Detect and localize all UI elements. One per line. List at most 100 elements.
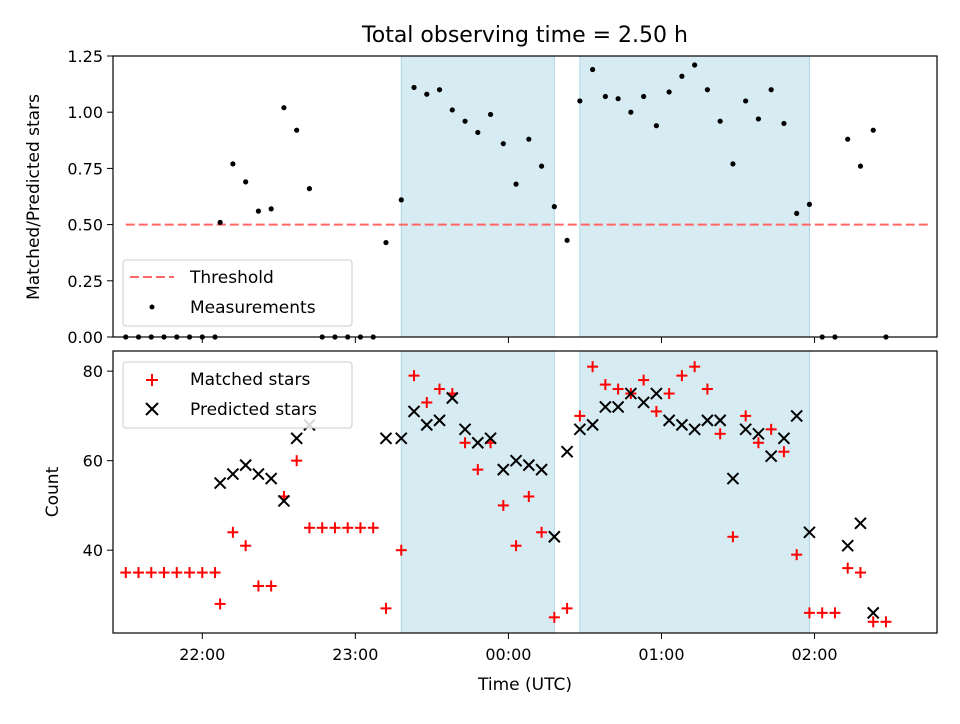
measurement-point [230,161,236,167]
matched-star-point [472,464,484,476]
measurement-point [717,118,723,124]
measurement-point [217,219,223,225]
predicted-star-point [252,467,265,481]
measurement-point [743,98,749,104]
top-legend: Threshold Measurements [122,259,353,327]
matched-star-point [240,540,252,552]
matched-star-point [133,567,145,579]
predicted-star-point [379,432,393,445]
matched-star-point [408,370,420,382]
predicted-star-point [611,400,625,414]
measurement-point [794,210,800,216]
matched-star-point [171,567,183,579]
bottom-y-tick-label: 60 [83,452,103,471]
top-y-tick-label: 0.50 [67,216,103,235]
matched-star-point [714,428,726,440]
matched-star-point [752,437,764,449]
measurement-point [411,84,417,91]
predicted-star-point [560,445,574,458]
measurement-point [602,93,608,100]
top-y-tick-label: 1.25 [67,47,103,66]
legend-predicted-label: Predicted stars [190,400,317,420]
predicted-star-point [650,387,663,400]
measurement-point [755,116,762,122]
predicted-star-point [701,414,714,427]
matched-star-point [367,522,379,534]
x-tick-label: 23:00 [332,645,378,664]
measurement-point [243,179,249,185]
measurement-point [666,89,672,95]
measurement-point [628,109,634,115]
matched-star-point [574,410,586,422]
matched-star-point [599,379,611,391]
matched-star-point [395,544,407,556]
matched-star-point [765,423,777,435]
matched-star-point [740,410,752,422]
x-tick-label: 01:00 [638,645,684,664]
measurement-point [806,201,813,207]
legend-measurements-swatch [149,304,155,310]
measurement-point [538,163,545,169]
matched-star-point [434,383,446,395]
measurement-point [500,141,506,147]
measurement-point [615,96,621,102]
measurement-point [641,93,647,100]
matched-star-point [816,607,828,619]
predicted-star-point [407,405,421,418]
matched-star-point [536,526,548,538]
matched-star-point [342,522,354,534]
legend-matched-label: Matched stars [190,370,310,390]
predicted-star-point [854,517,867,530]
predicted-star-point [713,414,727,427]
predicted-star-point [637,396,650,409]
bottom-y-tick-label: 80 [83,362,103,381]
measurement-point [436,87,443,93]
measurement-point [551,204,557,210]
bottom-y-axis-label: Count [43,466,63,517]
matched-star-point [829,607,841,619]
measurement-point [306,186,313,192]
top-panel: 0.00 0.25 0.50 0.75 1.00 1.25 Matched/Predict… [24,47,938,347]
predicted-star-point [484,432,497,445]
matched-star-point [380,602,392,614]
predicted-star-point [395,432,408,445]
predicted-star-point [752,427,765,441]
legend-measurements-label: Measurements [190,298,316,318]
measurement-point [281,105,287,111]
predicted-star-point [586,418,599,432]
measurement-point [653,123,659,129]
predicted-star-point [675,418,689,432]
legend-matched-swatch [146,374,158,386]
legend-threshold-label: Threshold [189,268,274,288]
matched-star-point [120,567,132,579]
x-axis-label: Time (UTC) [477,675,572,695]
predicted-star-point [548,530,561,543]
matched-star-point [158,567,170,579]
measurement-point [526,136,532,142]
matched-star-point [727,531,739,543]
measurement-point [487,111,494,118]
top-y-tick-label: 1.00 [67,103,103,122]
top-plot-frame [112,55,938,338]
predicted-star-point [777,432,791,445]
matched-star-point [548,611,560,623]
measurement-point [255,208,262,214]
matched-star-point [316,522,328,534]
measurement-point [730,161,736,167]
matched-star-point [638,374,650,386]
measurement-point [398,197,404,203]
measurement-point [475,129,481,136]
matched-star-point [145,567,157,579]
matched-star-point [196,567,208,579]
top-observing-span [400,55,555,338]
bot-observing-span [400,350,555,634]
matched-star-point [612,383,624,395]
bottom-plot-frame [112,350,938,634]
predicted-star-point [213,476,227,490]
measurement-point [577,98,583,104]
predicted-star-point [739,423,752,436]
predicted-star-point [420,418,433,432]
predicted-star-point [599,400,612,414]
predicted-star-point [790,409,803,423]
predicted-star-point [535,463,548,476]
